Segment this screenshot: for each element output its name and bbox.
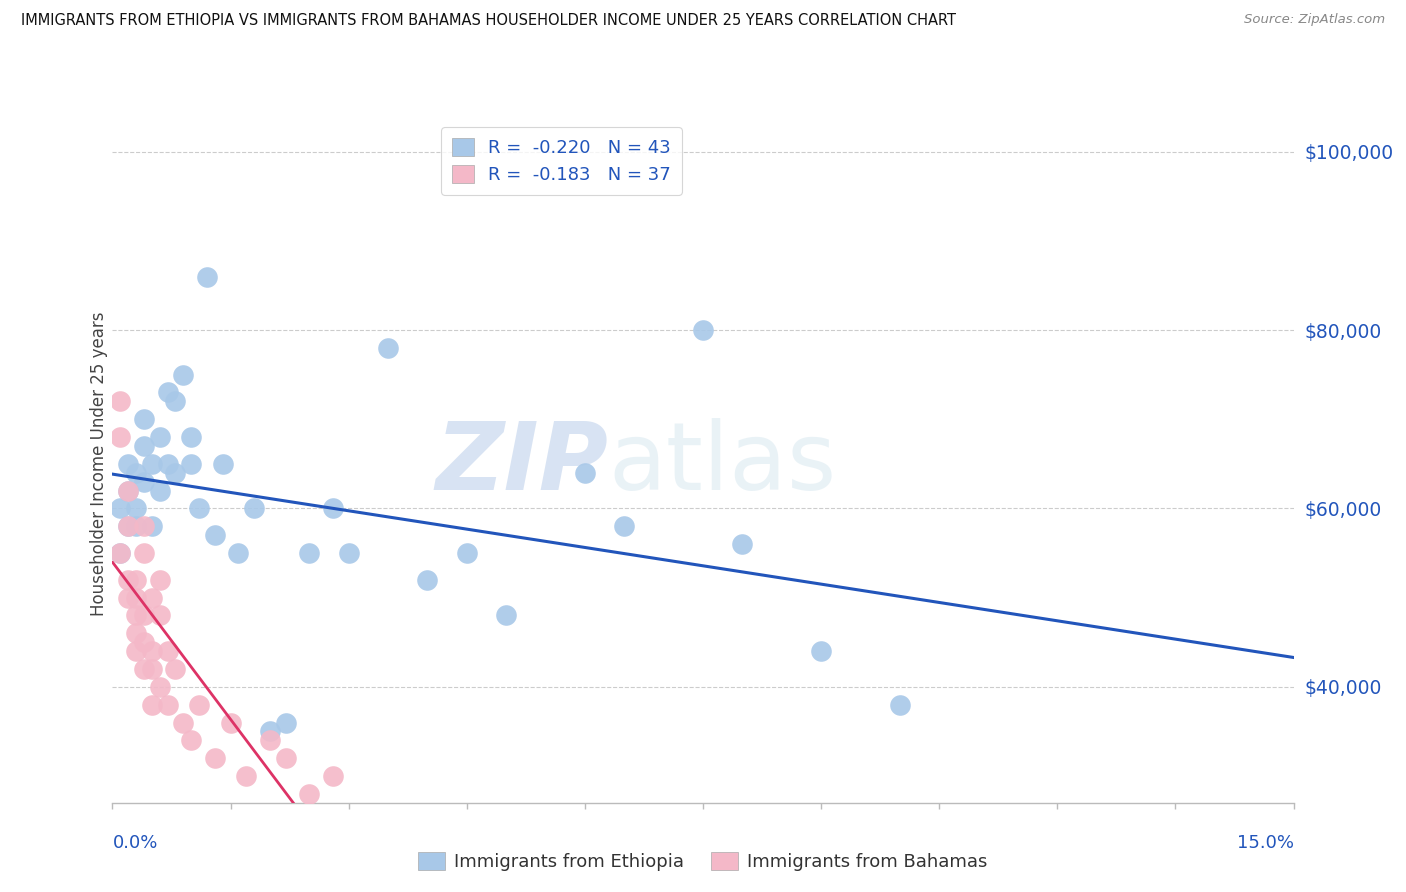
Point	[188, 698, 211, 712]
Point	[125, 608, 148, 623]
Point	[156, 644, 179, 658]
Point	[416, 573, 439, 587]
Point	[337, 546, 360, 560]
Text: IMMIGRANTS FROM ETHIOPIA VS IMMIGRANTS FROM BAHAMAS HOUSEHOLDER INCOME UNDER 25 : IMMIGRANTS FROM ETHIOPIA VS IMMIGRANTS F…	[21, 13, 956, 29]
Point	[188, 501, 211, 516]
Point	[125, 501, 148, 516]
Point	[613, 519, 636, 533]
Point	[156, 457, 179, 471]
Legend: R =  -0.220   N = 43, R =  -0.183   N = 37: R = -0.220 N = 43, R = -0.183 N = 37	[441, 128, 682, 194]
Point	[165, 394, 187, 409]
Point	[243, 501, 266, 516]
Text: ZIP: ZIP	[436, 417, 609, 510]
Point	[322, 769, 344, 783]
Point	[117, 483, 139, 498]
Point	[110, 394, 132, 409]
Point	[141, 644, 163, 658]
Point	[495, 608, 517, 623]
Point	[117, 483, 139, 498]
Point	[574, 466, 596, 480]
Point	[125, 573, 148, 587]
Point	[219, 715, 242, 730]
Point	[731, 537, 754, 551]
Point	[298, 787, 321, 801]
Point	[110, 430, 132, 444]
Point	[141, 698, 163, 712]
Point	[110, 501, 132, 516]
Point	[810, 644, 832, 658]
Point	[259, 733, 281, 747]
Point	[110, 546, 132, 560]
Point	[141, 591, 163, 605]
Point	[204, 528, 226, 542]
Text: atlas: atlas	[609, 417, 837, 510]
Point	[156, 698, 179, 712]
Point	[211, 457, 233, 471]
Point	[125, 626, 148, 640]
Point	[274, 751, 297, 765]
Point	[456, 546, 478, 560]
Point	[132, 608, 155, 623]
Text: 0.0%: 0.0%	[112, 834, 157, 852]
Text: Source: ZipAtlas.com: Source: ZipAtlas.com	[1244, 13, 1385, 27]
Point	[117, 457, 139, 471]
Y-axis label: Householder Income Under 25 years: Householder Income Under 25 years	[90, 311, 108, 616]
Point	[125, 591, 148, 605]
Point	[377, 341, 399, 355]
Point	[149, 573, 172, 587]
Point	[889, 698, 911, 712]
Point	[195, 269, 218, 284]
Point	[132, 635, 155, 649]
Point	[141, 457, 163, 471]
Point	[172, 368, 194, 382]
Point	[125, 519, 148, 533]
Point	[132, 475, 155, 489]
Point	[132, 519, 155, 533]
Point	[125, 644, 148, 658]
Legend: Immigrants from Ethiopia, Immigrants from Bahamas: Immigrants from Ethiopia, Immigrants fro…	[411, 845, 995, 879]
Point	[322, 501, 344, 516]
Point	[125, 466, 148, 480]
Point	[149, 483, 172, 498]
Point	[180, 733, 202, 747]
Point	[204, 751, 226, 765]
Point	[132, 412, 155, 426]
Point	[149, 680, 172, 694]
Point	[180, 430, 202, 444]
Point	[259, 724, 281, 739]
Point	[149, 608, 172, 623]
Point	[692, 323, 714, 337]
Point	[132, 662, 155, 676]
Point	[110, 546, 132, 560]
Point	[149, 430, 172, 444]
Point	[298, 546, 321, 560]
Point	[141, 519, 163, 533]
Point	[165, 466, 187, 480]
Point	[228, 546, 250, 560]
Point	[156, 385, 179, 400]
Point	[117, 519, 139, 533]
Point	[117, 591, 139, 605]
Point	[235, 769, 257, 783]
Text: 15.0%: 15.0%	[1236, 834, 1294, 852]
Point	[274, 715, 297, 730]
Point	[132, 546, 155, 560]
Point	[132, 439, 155, 453]
Point	[141, 662, 163, 676]
Point	[165, 662, 187, 676]
Point	[172, 715, 194, 730]
Point	[117, 519, 139, 533]
Point	[117, 573, 139, 587]
Point	[180, 457, 202, 471]
